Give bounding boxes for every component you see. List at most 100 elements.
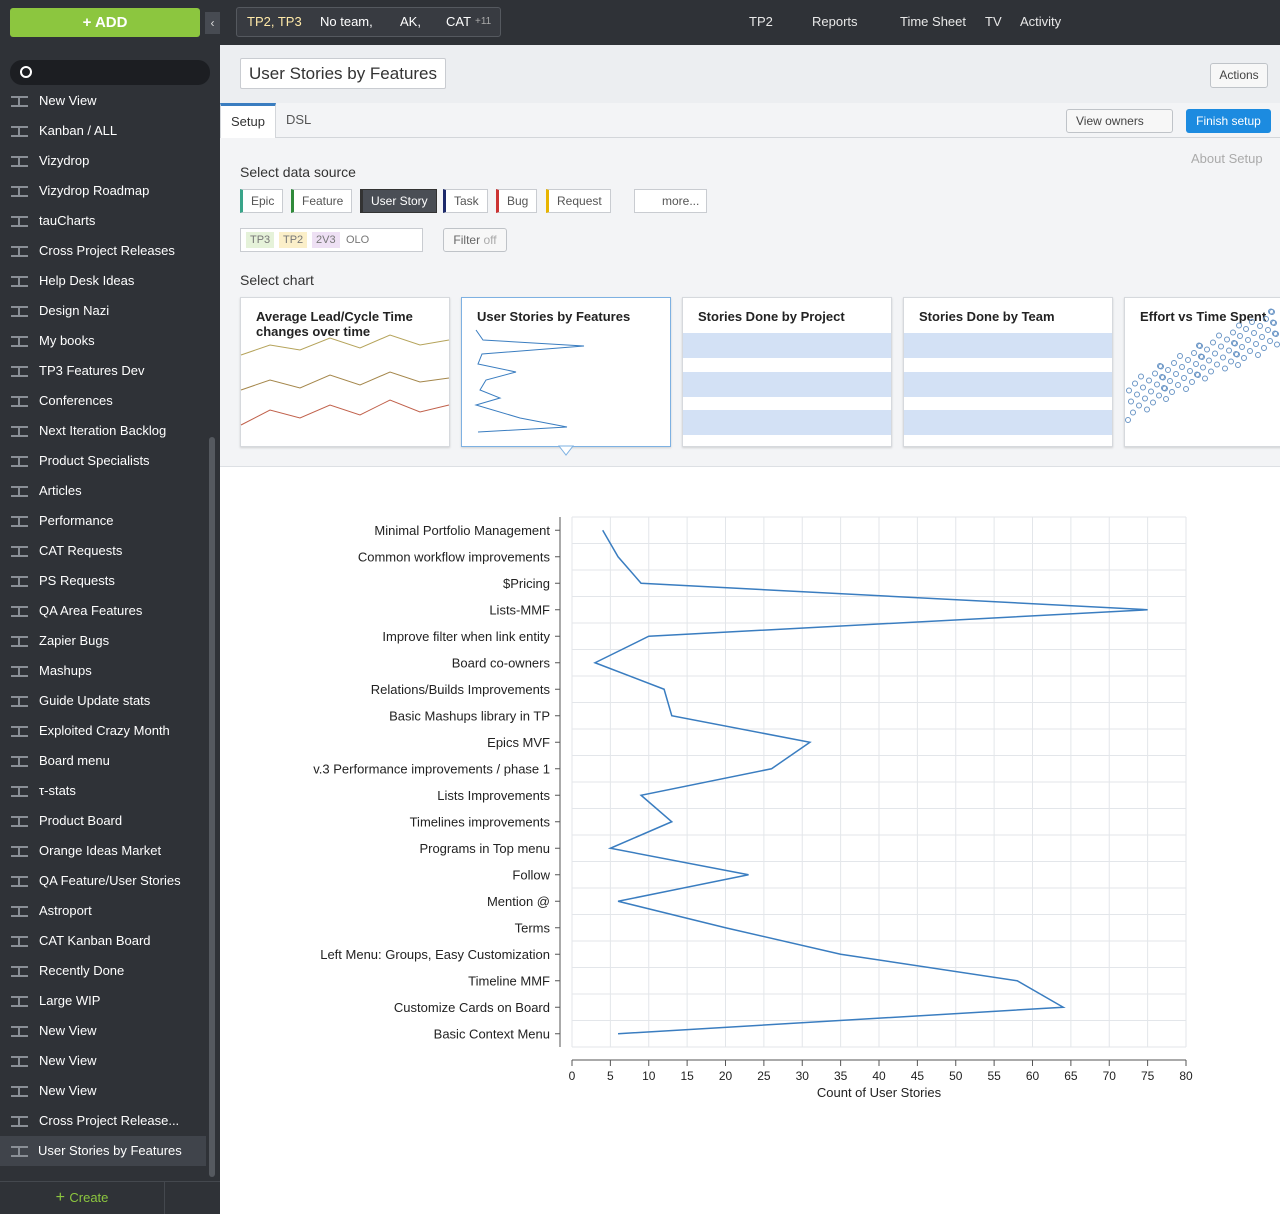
- card-title: Average Lead/Cycle Time changes over tim…: [256, 309, 413, 339]
- view-item[interactable]: Product Board: [0, 806, 206, 836]
- view-name: Kanban / ALL: [39, 123, 118, 138]
- thumbnail-dot: [1169, 389, 1175, 395]
- view-item[interactable]: Vizydrop: [0, 146, 206, 176]
- view-item[interactable]: Cross Project Releases: [0, 236, 206, 266]
- thumbnail-dot: [1239, 344, 1245, 350]
- chart-card[interactable]: User Stories by Features: [461, 297, 671, 447]
- add-button[interactable]: ADD: [10, 8, 200, 37]
- context-item[interactable]: CAT: [446, 14, 472, 29]
- view-item[interactable]: τ-stats: [0, 776, 206, 806]
- view-owners-button[interactable]: View owners: [1066, 109, 1173, 133]
- more-button[interactable]: more...: [634, 189, 707, 213]
- view-item[interactable]: Conferences: [0, 386, 206, 416]
- view-item[interactable]: CAT Requests: [0, 536, 206, 566]
- view-item[interactable]: TP3 Features Dev: [0, 356, 206, 386]
- view-name: My books: [39, 333, 95, 348]
- thumbnail-dot: [1249, 319, 1255, 325]
- filter-button[interactable]: Filter off: [443, 228, 507, 252]
- context-item[interactable]: No team,: [320, 14, 373, 29]
- nav-link[interactable]: TV: [985, 14, 1002, 29]
- collapse-button[interactable]: ‹: [205, 12, 220, 34]
- nav-link[interactable]: Activity: [1020, 14, 1062, 29]
- view-item[interactable]: tauCharts: [0, 206, 206, 236]
- view-item[interactable]: Performance: [0, 506, 206, 536]
- source-chip[interactable]: Epic: [240, 189, 284, 213]
- view-item[interactable]: Orange Ideas Market: [0, 836, 206, 866]
- view-item[interactable]: QA Feature/User Stories: [0, 866, 206, 896]
- context-item[interactable]: TP2, TP3: [247, 14, 302, 29]
- about-link[interactable]: About Setup: [1191, 151, 1263, 166]
- view-name: CAT Requests: [39, 543, 123, 558]
- x-tick-label: 60: [1026, 1069, 1040, 1083]
- nav-link[interactable]: Reports: [812, 14, 858, 29]
- view-item[interactable]: Product Specialists: [0, 446, 206, 476]
- finish-setup-button[interactable]: Finish setup: [1186, 109, 1271, 133]
- view-item[interactable]: Mashups: [0, 656, 206, 686]
- y-tick-label: Mention @: [487, 894, 550, 909]
- y-tick-label: Timeline MMF: [468, 973, 550, 988]
- view-item[interactable]: Large WIP: [0, 986, 206, 1016]
- x-tick-label: 75: [1141, 1069, 1155, 1083]
- y-tick-label: Follow: [512, 867, 550, 882]
- nav-link[interactable]: Time Sheet: [900, 14, 966, 29]
- view-item[interactable]: QA Area Features: [0, 596, 206, 626]
- view-name: User Stories by Features: [38, 1143, 182, 1158]
- view-item[interactable]: Design Nazi: [0, 296, 206, 326]
- view-item[interactable]: Next Iteration Backlog: [0, 416, 206, 446]
- view-item[interactable]: New View: [0, 1016, 206, 1046]
- thumbnail-dot: [1146, 377, 1152, 384]
- view-item[interactable]: Guide Update stats: [0, 686, 206, 716]
- source-chip[interactable]: Bug: [496, 189, 538, 213]
- view-icon: [11, 366, 28, 377]
- view-item[interactable]: PS Requests: [0, 566, 206, 596]
- view-icon: [11, 636, 28, 647]
- thumbnail-dot: [1230, 329, 1236, 336]
- view-name: Recently Done: [39, 963, 125, 978]
- view-icon: [11, 246, 28, 257]
- view-item[interactable]: Board menu: [0, 746, 206, 776]
- context-selector[interactable]: [236, 7, 501, 37]
- thumbnail-dot: [1171, 360, 1177, 366]
- view-item[interactable]: Recently Done: [0, 956, 206, 986]
- view-item[interactable]: Help Desk Ideas: [0, 266, 206, 296]
- thumbnail-dot: [1226, 347, 1232, 354]
- view-item[interactable]: Exploited Crazy Month: [0, 716, 206, 746]
- view-item[interactable]: CAT Kanban Board: [0, 926, 206, 956]
- card-title: Stories Done by Team: [919, 309, 1055, 324]
- view-title[interactable]: User Stories by Features: [240, 58, 447, 89]
- chart-card[interactable]: Average Lead/Cycle Time changes over tim…: [240, 297, 450, 447]
- create-button[interactable]: Create: [0, 1181, 165, 1214]
- view-name: PS Requests: [39, 573, 115, 588]
- view-item[interactable]: My books: [0, 326, 206, 356]
- view-item[interactable]: User Stories by Features: [0, 1136, 206, 1166]
- y-tick-label: Programs in Top menu: [419, 841, 550, 856]
- tab[interactable]: Setup: [220, 103, 276, 138]
- view-item[interactable]: Astroport: [0, 896, 206, 926]
- nav-link[interactable]: TP2: [749, 14, 773, 29]
- search-box[interactable]: [10, 60, 210, 85]
- thumbnail-dot: [1245, 337, 1251, 343]
- context-item[interactable]: AK,: [400, 14, 421, 29]
- context-item[interactable]: +11: [475, 16, 492, 27]
- view-item[interactable]: Cross Project Release...: [0, 1106, 206, 1136]
- view-name: Zapier Bugs: [39, 633, 110, 648]
- tab[interactable]: DSL: [286, 112, 312, 127]
- source-chip[interactable]: Request: [546, 189, 611, 213]
- view-item[interactable]: New View: [0, 86, 206, 116]
- scrollbar[interactable]: [209, 437, 215, 1177]
- thumbnail-band: [904, 333, 1112, 358]
- view-item[interactable]: Kanban / ALL: [0, 116, 206, 146]
- view-icon: [11, 576, 28, 587]
- view-item[interactable]: New View: [0, 1046, 206, 1076]
- view-item[interactable]: Articles: [0, 476, 206, 506]
- view-item[interactable]: New View: [0, 1076, 206, 1106]
- y-tick-label: Basic Mashups library in TP: [389, 708, 550, 723]
- source-chip[interactable]: Task: [443, 189, 488, 213]
- source-chip[interactable]: User Story: [360, 189, 437, 213]
- view-item[interactable]: Zapier Bugs: [0, 626, 206, 656]
- view-name: Astroport: [39, 903, 92, 918]
- actions-button[interactable]: Actions: [1210, 63, 1268, 88]
- view-item[interactable]: Vizydrop Roadmap: [0, 176, 206, 206]
- source-chip[interactable]: Feature: [291, 189, 353, 213]
- filter-tags[interactable]: TP3 TP2 2V3 OLO: [240, 228, 423, 252]
